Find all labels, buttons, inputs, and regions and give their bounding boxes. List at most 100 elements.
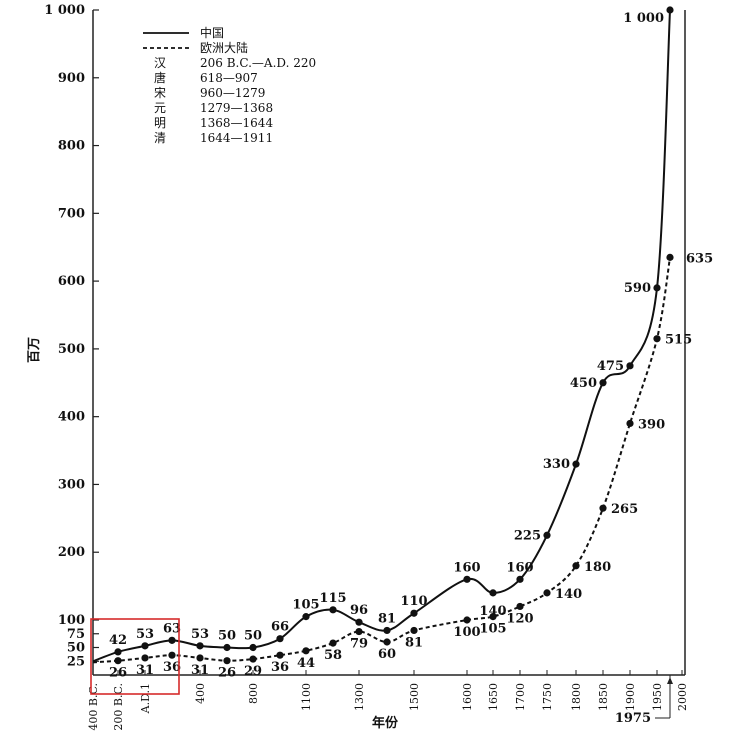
legend-dynasty-range: 1279—1368 xyxy=(200,101,273,115)
data-points xyxy=(114,6,674,665)
data-point-china xyxy=(489,589,497,597)
highlight-box xyxy=(90,618,180,695)
x-tick-label: 1850 xyxy=(597,683,610,711)
y-tick-label: 75 xyxy=(67,627,85,642)
data-label-china: 160 xyxy=(453,560,480,575)
data-point-china xyxy=(599,379,607,387)
data-label-europe: 105 xyxy=(479,622,506,637)
data-point-china xyxy=(463,575,471,583)
y-tick-label: 100 xyxy=(58,613,85,628)
data-label-europe: 31 xyxy=(191,663,209,678)
x-tick-label: 1700 xyxy=(514,683,527,711)
legend-dynasty-name: 元 xyxy=(154,101,166,115)
data-label-europe: 390 xyxy=(638,417,665,432)
data-point-china xyxy=(543,531,551,539)
legend-dynasty-range: 1644—1911 xyxy=(200,131,273,145)
data-label-china: 1 000 xyxy=(623,11,664,26)
data-label-europe: 36 xyxy=(271,660,289,675)
x-tick-label: 1300 xyxy=(353,683,366,711)
legend-dynasty-range: 618—907 xyxy=(200,71,258,85)
y-tick-label: 300 xyxy=(58,477,85,492)
data-point-europe xyxy=(223,657,231,665)
data-label-china: 50 xyxy=(218,629,236,644)
data-point-china xyxy=(410,609,418,617)
data-point-europe xyxy=(329,639,337,647)
y-tick-label: 50 xyxy=(67,641,85,656)
data-label-europe: 140 xyxy=(555,587,582,602)
x-tick-label: 1900 xyxy=(624,683,637,711)
data-point-china xyxy=(329,606,337,614)
legend-dynasty-range: 960—1279 xyxy=(200,86,265,100)
legend-series-label: 欧洲大陆 xyxy=(200,40,248,55)
data-point-china xyxy=(196,642,204,650)
data-point-china xyxy=(141,642,149,650)
data-label-china: 96 xyxy=(350,603,368,618)
data-point-china xyxy=(276,635,284,643)
data-label-china: 50 xyxy=(244,629,262,644)
legend-dynasty-range: 206 B.C.—A.D. 220 xyxy=(200,56,316,70)
annotations: 1975 xyxy=(90,618,673,726)
data-label-china: 590 xyxy=(624,281,651,296)
data-label-europe: 120 xyxy=(506,611,533,626)
data-point-china xyxy=(302,613,310,621)
data-point-europe xyxy=(626,419,634,428)
data-label-europe: 31 xyxy=(136,663,154,678)
data-label-europe: 29 xyxy=(244,664,262,679)
legend-dynasty-name: 唐 xyxy=(154,70,166,85)
data-label-china: 140 xyxy=(479,604,506,619)
y-axis-title: 百万 xyxy=(27,337,42,363)
y-tick-label: 700 xyxy=(58,206,85,221)
series-line-europe xyxy=(92,257,671,664)
data-point-europe xyxy=(572,562,580,570)
data-point-europe xyxy=(653,335,661,343)
legend-dynasty-name: 汉 xyxy=(154,56,166,70)
data-point-europe xyxy=(463,616,471,624)
data-point-europe xyxy=(489,613,497,621)
data-label-europe: 60 xyxy=(378,647,396,662)
data-label-europe: 26 xyxy=(218,666,236,681)
data-label-china: 66 xyxy=(271,620,289,635)
data-point-europe xyxy=(666,253,674,261)
data-point-china xyxy=(355,618,363,626)
data-point-europe xyxy=(114,657,122,665)
y-tick-label: 1 000 xyxy=(44,3,85,18)
data-label-europe: 79 xyxy=(350,637,368,652)
y-tick-label: 800 xyxy=(58,139,85,154)
data-label-china: 225 xyxy=(514,528,541,543)
legend-dynasty-name: 明 xyxy=(154,116,166,130)
data-point-europe xyxy=(141,654,149,662)
data-label-europe: 26 xyxy=(109,666,127,681)
data-label-europe: 265 xyxy=(611,502,638,517)
x-tick-label: 800 xyxy=(247,683,260,704)
y-tick-label: 500 xyxy=(58,342,85,357)
x-tick-label: 400 B.C. xyxy=(87,683,100,731)
legend-series-label: 中国 xyxy=(200,25,224,40)
data-label-europe: 44 xyxy=(297,656,315,671)
data-point-china xyxy=(653,284,661,292)
data-point-europe xyxy=(168,651,176,659)
data-label-china: 53 xyxy=(191,627,209,642)
data-point-europe xyxy=(249,655,257,663)
data-point-china xyxy=(223,643,231,652)
data-label-china: 115 xyxy=(319,591,346,606)
data-point-china xyxy=(626,362,634,370)
axes xyxy=(92,10,686,676)
data-point-china xyxy=(168,636,176,644)
data-label-europe: 36 xyxy=(163,660,181,675)
data-point-china xyxy=(572,460,580,468)
data-point-europe xyxy=(383,638,391,646)
x-tick-label: 400 xyxy=(194,683,207,704)
data-point-china xyxy=(383,626,391,635)
year-1975-arrow xyxy=(667,677,673,684)
data-point-china xyxy=(516,575,524,583)
x-tick-label: 1950 xyxy=(651,683,664,711)
x-tick-label: 2000 xyxy=(676,683,689,711)
data-point-china xyxy=(666,6,674,14)
data-label-china: 53 xyxy=(136,627,154,642)
data-label-china: 330 xyxy=(543,457,570,472)
x-tick-label: 1800 xyxy=(570,683,583,711)
data-point-china xyxy=(114,648,122,656)
